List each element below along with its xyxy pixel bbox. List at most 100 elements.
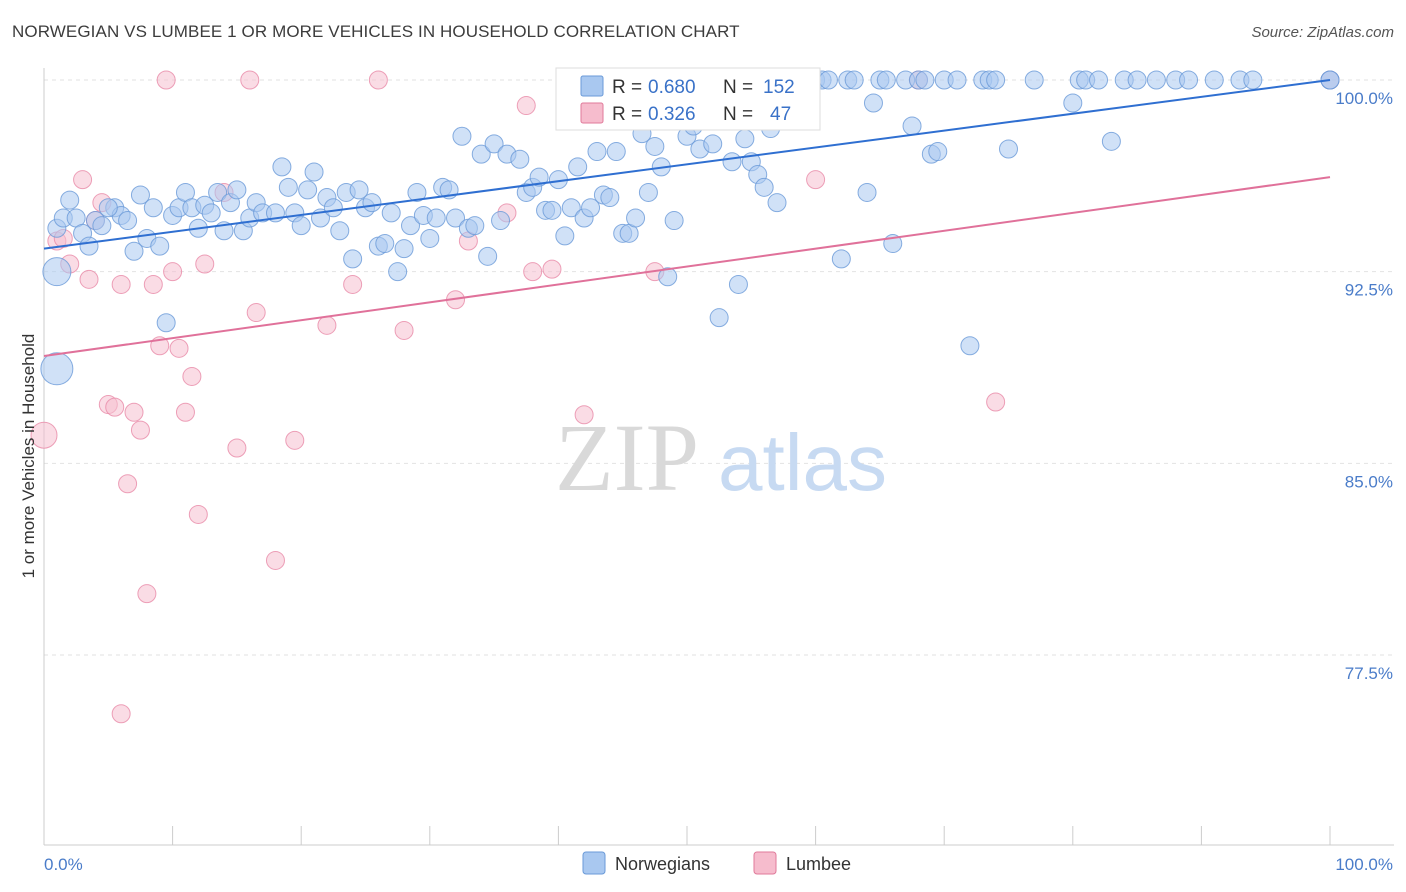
- lumbee-point-32: [368, 70, 388, 90]
- lumbee-point-25: [227, 438, 247, 458]
- norwegian-point-132: [999, 139, 1018, 159]
- norwegian-point-45: [349, 180, 369, 200]
- norwegian-point-89: [638, 182, 658, 202]
- norwegian-point-49: [375, 234, 395, 254]
- lumbee-point-28: [265, 550, 285, 570]
- norwegian-point-38: [304, 162, 324, 182]
- lumbee-point-22: [188, 504, 208, 524]
- norwegian-point-11: [124, 241, 144, 261]
- bottom-legend-lumbee: Lumbee: [786, 854, 851, 874]
- bottom-legend-swatch-lumbee: [753, 851, 777, 875]
- norwegian-point-87: [626, 208, 646, 228]
- lumbee-point-9: [105, 397, 125, 417]
- norwegian-point-65: [478, 246, 498, 266]
- norwegian-point-112: [831, 249, 851, 269]
- norwegian-point-34: [278, 177, 298, 197]
- bottom-legend-norwegians: Norwegians: [615, 854, 710, 874]
- x-tick-label-0: 0.0%: [44, 855, 83, 874]
- legend-n-label-2: N =: [723, 104, 753, 125]
- lumbee-point-38: [523, 262, 543, 282]
- norwegian-point-24: [208, 182, 228, 202]
- norwegian-point-5: [79, 236, 99, 256]
- norwegian-point-64: [471, 144, 491, 164]
- norwegian-point-2: [60, 190, 80, 210]
- norwegian-point-84: [606, 142, 626, 162]
- y-tick-label-1: 85.0%: [1345, 472, 1393, 491]
- norwegian-point-131: [986, 70, 1006, 90]
- lumbee-point-14: [137, 584, 157, 604]
- norwegian-point-134: [1063, 93, 1083, 113]
- norwegian-point-118: [876, 70, 896, 90]
- trend-lines: [43, 79, 1331, 357]
- norwegian-point-102: [735, 129, 755, 149]
- lumbee-point-26: [240, 70, 260, 90]
- norwegian-point-99: [709, 308, 729, 328]
- lumbee-point-27: [246, 303, 266, 323]
- y-axis-label: 1 or more Vehicles in Household: [19, 334, 38, 579]
- norwegian-point-137: [1089, 70, 1109, 90]
- chart-title: NORWEGIAN VS LUMBEE 1 OR MORE VEHICLES I…: [12, 22, 740, 41]
- legend-r-value-2: 0.326: [648, 104, 696, 125]
- norwegian-point-63: [465, 216, 485, 236]
- norwegian-point-111: [818, 70, 838, 90]
- tick-labels: 77.5% 85.0% 92.5% 100.0% 0.0% 100.0%: [44, 89, 1393, 874]
- norwegian-point-36: [291, 216, 311, 236]
- norwegian-point-149: [40, 352, 74, 386]
- lumbee-point-18: [163, 262, 183, 282]
- legend-n-value-1: 152: [763, 77, 795, 98]
- lumbee-point-45: [111, 704, 131, 724]
- norwegian-point-15: [150, 236, 170, 256]
- stats-legend: R = 0.680 N = 152 R = 0.326 N = 47: [555, 67, 821, 131]
- lumbee-point-44: [986, 392, 1006, 412]
- norwegian-point-47: [362, 193, 382, 213]
- norwegian-point-143: [1179, 70, 1199, 90]
- lumbee-point-37: [516, 96, 536, 116]
- y-tick-label-3: 100.0%: [1335, 89, 1393, 108]
- norwegian-point-51: [388, 262, 408, 282]
- norwegian-point-123: [915, 70, 935, 90]
- norwegian-trend-line: [43, 79, 1331, 250]
- norwegian-point-54: [407, 182, 427, 202]
- legend-n-label-1: N =: [723, 77, 753, 98]
- grid-lines: [44, 79, 1394, 656]
- norwegian-point-23: [201, 203, 221, 223]
- lumbee-point-29: [285, 430, 305, 450]
- norwegian-point-93: [664, 211, 684, 231]
- norwegian-point-61: [452, 126, 472, 146]
- lumbee-point-30: [317, 315, 337, 335]
- lumbee-point-15: [143, 274, 163, 294]
- norwegian-point-41: [323, 198, 343, 218]
- norwegian-point-42: [330, 221, 350, 241]
- chart-source: Source: ZipAtlas.com: [1251, 24, 1394, 41]
- norwegian-point-12: [130, 185, 150, 205]
- norwegian-point-56: [420, 228, 440, 248]
- norwegian-point-16: [156, 313, 176, 333]
- norwegian-point-57: [426, 208, 446, 228]
- norwegian-point-33: [272, 157, 292, 177]
- norwegian-point-114: [844, 70, 864, 90]
- legend-r-label-1: R =: [612, 77, 642, 98]
- lumbee-point-11: [118, 474, 138, 494]
- x-tick-label-1: 100.0%: [1335, 855, 1393, 874]
- norwegian-point-141: [1146, 70, 1166, 90]
- lumbee-point-12: [124, 402, 144, 422]
- legend-r-label-2: R =: [612, 104, 642, 125]
- y-tick-label-2: 92.5%: [1345, 281, 1393, 300]
- norwegian-point-37: [298, 180, 318, 200]
- watermark-atlas: atlas: [718, 418, 887, 507]
- legend-swatch-lumbee: [580, 102, 604, 124]
- norwegian-point-7: [92, 216, 112, 236]
- norwegian-point-76: [555, 226, 575, 246]
- norwegian-point-50: [381, 203, 401, 223]
- lumbee-points: [30, 70, 1340, 724]
- norwegian-point-10: [118, 211, 138, 231]
- norwegian-point-133: [1024, 70, 1044, 90]
- norwegian-point-81: [587, 142, 607, 162]
- norwegian-point-144: [1204, 70, 1224, 90]
- norwegian-point-92: [658, 267, 678, 287]
- lumbee-point-21: [182, 366, 202, 386]
- lumbee-point-10: [111, 274, 131, 294]
- lumbee-point-0: [30, 421, 58, 449]
- norwegian-point-67: [491, 211, 511, 231]
- norwegian-point-127: [947, 70, 967, 90]
